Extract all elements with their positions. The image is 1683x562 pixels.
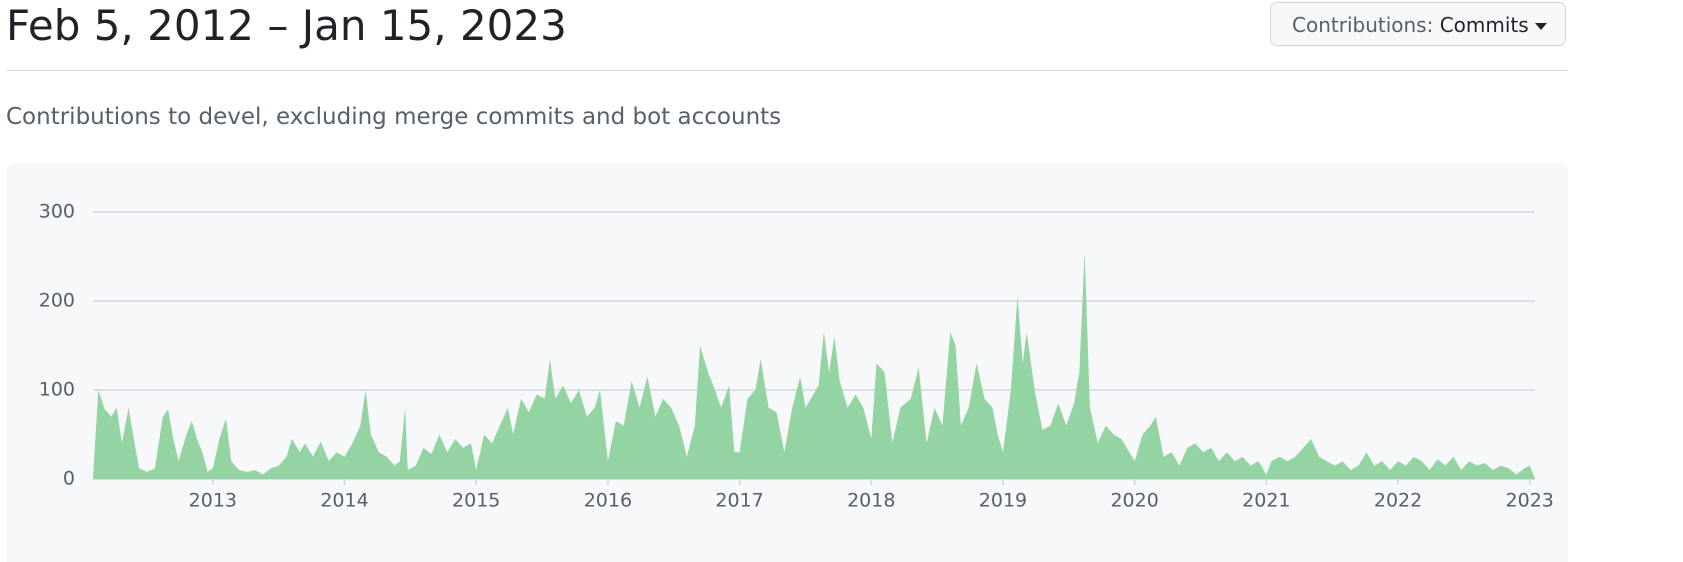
date-range-title: Feb 5, 2012 – Jan 15, 2023 <box>6 1 567 50</box>
x-tick-label: 2013 <box>189 490 237 512</box>
y-tick-label: 200 <box>39 290 75 312</box>
x-tick-label: 2020 <box>1110 490 1158 512</box>
contributions-dropdown[interactable]: Contributions: Commits <box>1270 2 1566 46</box>
y-tick-label: 100 <box>39 379 75 401</box>
dropdown-value: Commits <box>1439 13 1529 37</box>
caret-icon <box>1534 23 1547 30</box>
x-tick-label: 2018 <box>847 490 895 512</box>
x-tick-label: 2021 <box>1242 490 1290 512</box>
x-tick-label: 2017 <box>715 490 763 512</box>
x-tick-label: 2014 <box>320 490 368 512</box>
y-tick-label: 300 <box>39 201 75 223</box>
chart-panel <box>6 163 1568 562</box>
area <box>93 252 1535 479</box>
x-tick-label: 2019 <box>979 490 1027 512</box>
subtitle: Contributions to devel, excluding merge … <box>6 104 782 130</box>
x-tick-label: 2023 <box>1506 490 1554 512</box>
y-tick-label: 0 <box>63 468 75 490</box>
x-tick-label: 2015 <box>452 490 500 512</box>
divider <box>6 70 1568 71</box>
x-tick-label: 2022 <box>1374 490 1422 512</box>
dropdown-label: Contributions: <box>1292 13 1434 37</box>
x-tick-label: 2016 <box>584 490 632 512</box>
